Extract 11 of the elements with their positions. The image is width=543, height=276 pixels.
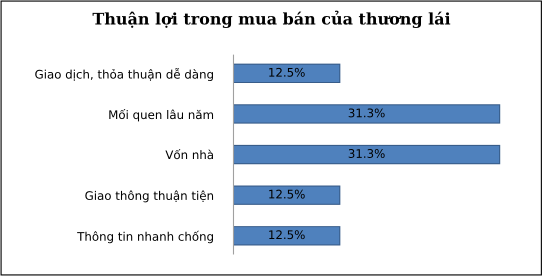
chart-title: Thuận lợi trong mua bán của thương lái	[92, 10, 450, 28]
y-tick-label: Giao thông thuận tiện	[85, 190, 214, 202]
y-tick-label: Vốn nhà	[165, 149, 213, 160]
data-label: 12.5%	[269, 68, 305, 77]
data-label: 12.5%	[269, 230, 305, 240]
data-label: 12.5%	[269, 190, 305, 199]
data-label: 31.3%	[348, 108, 385, 118]
y-tick-label: Thông tin nhanh chống	[77, 230, 213, 244]
y-tick-label: Giao dịch, thỏa thuận dễ dàng	[35, 68, 213, 82]
data-label: 31.3%	[348, 149, 385, 158]
y-tick-label: Mối quen lâu năm	[109, 108, 214, 122]
